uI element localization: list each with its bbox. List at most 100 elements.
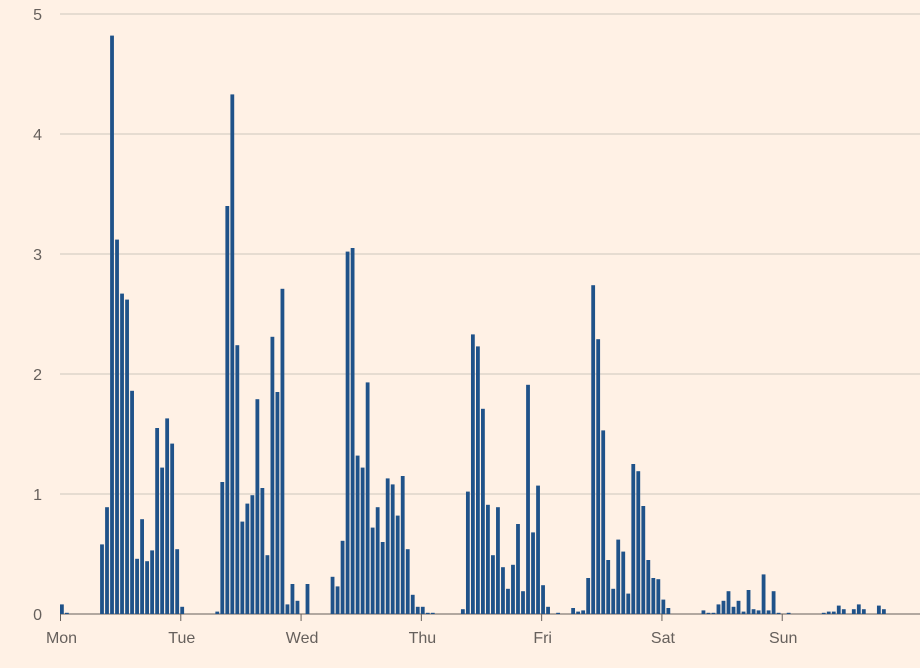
bar (255, 399, 260, 614)
bar (856, 604, 861, 614)
bar (360, 467, 365, 614)
bar (265, 555, 270, 614)
bar (776, 612, 781, 614)
bar (786, 612, 791, 614)
bar (861, 609, 866, 614)
bar (220, 482, 225, 614)
bar (516, 524, 520, 614)
bar (290, 584, 295, 614)
bar (491, 555, 495, 614)
bar (285, 604, 290, 614)
bar (641, 506, 646, 614)
bar (766, 610, 771, 614)
y-tick-label: 1 (33, 487, 42, 504)
bar (345, 251, 350, 614)
bar (430, 612, 435, 614)
bar (831, 611, 836, 614)
bar (175, 549, 180, 614)
bar (140, 519, 144, 614)
x-tick-label: Wed (286, 630, 319, 647)
bar (415, 606, 420, 614)
bar (330, 576, 335, 614)
bar (465, 491, 470, 614)
bar (546, 606, 550, 614)
bar (65, 612, 69, 614)
bar (350, 248, 355, 614)
bar (821, 612, 826, 614)
bar (275, 392, 280, 614)
bar (591, 285, 596, 614)
bar (215, 611, 220, 614)
bar (701, 610, 706, 614)
bar (586, 578, 591, 614)
bar (125, 299, 129, 614)
bar (135, 558, 139, 614)
bar (556, 612, 560, 614)
bar (621, 551, 626, 614)
bar (626, 593, 631, 614)
bar (380, 542, 385, 614)
bar (731, 606, 736, 614)
bar (355, 455, 360, 614)
bar (826, 611, 831, 614)
bar (601, 430, 606, 614)
bar (581, 610, 586, 614)
y-tick-label: 5 (33, 7, 42, 24)
bar (230, 94, 235, 614)
bar (165, 418, 170, 614)
bar (711, 612, 716, 614)
bar (260, 488, 265, 614)
bar (836, 605, 841, 614)
bars (60, 35, 886, 615)
bar (596, 339, 601, 614)
bar (235, 345, 240, 614)
bar (851, 609, 856, 614)
bar (511, 564, 515, 614)
bar (60, 604, 64, 614)
bar (145, 561, 149, 614)
x-tick-label: Fri (533, 630, 552, 647)
bar (225, 206, 230, 614)
bar (576, 611, 581, 614)
bar (370, 527, 375, 614)
bar (501, 567, 505, 614)
bar (270, 336, 275, 614)
bar (651, 578, 656, 614)
bar (240, 521, 245, 614)
y-tick-label: 0 (33, 607, 42, 624)
bar (666, 608, 671, 614)
bar (636, 471, 641, 614)
bar (716, 604, 721, 614)
bar (400, 476, 405, 614)
bar (460, 609, 465, 614)
x-tick-label: Tue (168, 630, 195, 647)
y-tick-label: 2 (33, 367, 42, 384)
y-tick-label: 3 (33, 247, 42, 264)
bar (305, 584, 310, 614)
bar (340, 540, 345, 614)
bar (661, 599, 666, 614)
bar (105, 507, 109, 614)
bar (170, 443, 175, 614)
bar (335, 586, 340, 614)
bar (506, 588, 510, 614)
bar (100, 544, 104, 614)
bar (571, 608, 576, 614)
bar (155, 428, 160, 614)
x-axis-ticks: Mon Tue Wed Thu Fri Sat Sun (46, 614, 797, 647)
bar (405, 549, 410, 614)
bar (250, 495, 255, 614)
bar (385, 478, 390, 614)
bar (410, 594, 415, 614)
bar (606, 560, 611, 614)
bar (470, 334, 475, 614)
bar (531, 532, 535, 614)
bar (721, 600, 726, 614)
bar (110, 35, 114, 615)
x-tick-label: Sat (651, 630, 676, 647)
bar (375, 507, 380, 614)
bar (541, 585, 545, 614)
bar (365, 382, 370, 614)
bar (130, 390, 134, 614)
